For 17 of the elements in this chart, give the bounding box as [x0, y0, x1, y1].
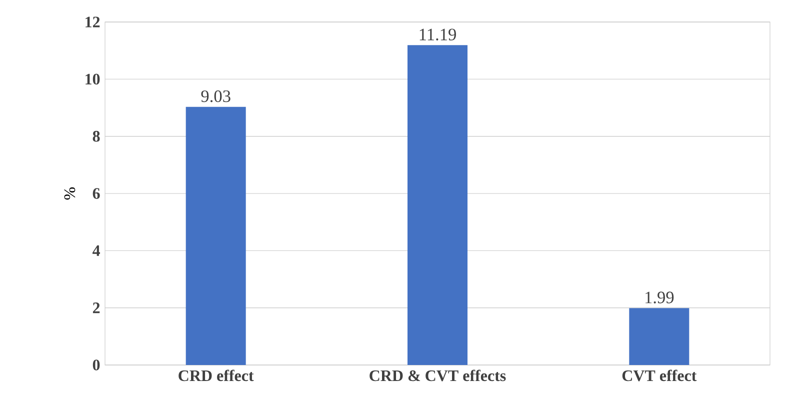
y-tick-label: 6 — [92, 188, 100, 199]
x-tick-label: CRD & CVT effects — [370, 370, 506, 382]
bar — [629, 308, 690, 365]
bar — [186, 106, 246, 365]
y-tick-label: 8 — [92, 130, 100, 142]
y-tick-label: 0 — [92, 360, 100, 370]
x-tick-label: CVT effect — [622, 370, 697, 382]
y-tick-label: 2 — [92, 302, 100, 314]
data-label: 9.03 — [201, 90, 230, 102]
x-tick-label: CRD effect — [178, 370, 254, 382]
y-tick-label: 4 — [92, 245, 100, 256]
bar — [408, 45, 468, 365]
y-tick-label: 10 — [86, 74, 100, 85]
data-label: 1.99 — [646, 292, 674, 304]
data-label: 11.19 — [420, 28, 456, 40]
y-axis-title: % — [64, 187, 76, 200]
y-tick-label: 12 — [86, 16, 100, 28]
